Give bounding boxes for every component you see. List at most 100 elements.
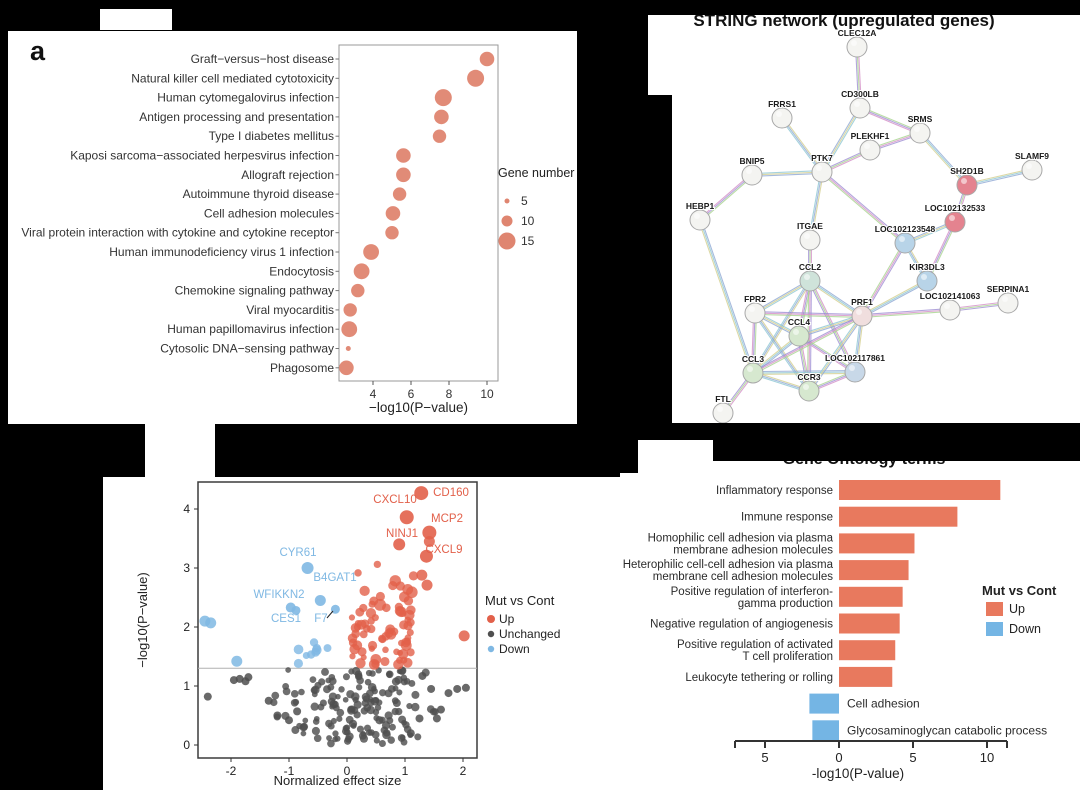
volcano-point [368, 600, 376, 608]
network-node-label: HEBP1 [686, 201, 715, 211]
volcano-point [418, 671, 427, 680]
volcano-point [427, 684, 436, 693]
network-edge [820, 172, 905, 245]
pathway-dot [434, 89, 452, 107]
network-node [849, 97, 871, 119]
network-node-highlight [804, 274, 810, 280]
network-edge [861, 242, 906, 317]
network-node-highlight [793, 329, 799, 335]
volcano-point [203, 692, 212, 701]
volcano-point [379, 689, 387, 697]
network-node [997, 292, 1019, 314]
plot-box [338, 44, 499, 382]
legend-entry-label: Down [499, 642, 530, 656]
volcano-point [311, 685, 320, 695]
volcano-point [406, 628, 414, 637]
network-edge [810, 279, 864, 316]
gene-label: CD160 [433, 487, 469, 499]
volcano-point [394, 602, 404, 612]
pathway-label: Autoimmune thyroid disease [183, 187, 335, 201]
network-node-label: PTK7 [811, 153, 833, 163]
y-tick-label: 3 [183, 561, 190, 575]
network-edge [753, 372, 856, 375]
volcano-point [400, 640, 412, 651]
volcano-point [371, 614, 379, 622]
network-node-highlight [694, 213, 700, 219]
volcano-point [384, 689, 393, 698]
pathway-dot [432, 129, 447, 143]
volcano-point [317, 703, 325, 711]
network-node [844, 361, 866, 383]
volcano-point [360, 619, 370, 628]
pathway-dot [385, 206, 401, 221]
volcano-point [429, 708, 438, 716]
volcano-point [453, 684, 462, 693]
volcano-point [399, 620, 409, 630]
volcano-point [336, 708, 345, 717]
volcano-point [343, 724, 351, 731]
volcano-point [389, 723, 396, 731]
network-edge [821, 107, 861, 173]
volcano-point [399, 591, 410, 603]
network-edge [782, 116, 824, 172]
volcano-point [391, 707, 399, 716]
network-edge [862, 281, 928, 318]
volcano-point [356, 725, 364, 733]
network-edge [699, 219, 754, 374]
network-node-highlight [914, 126, 920, 132]
network-node [909, 122, 931, 144]
volcano-point [349, 653, 356, 660]
volcano-point [264, 696, 273, 705]
network-node-highlight [816, 165, 822, 171]
volcano-point [375, 591, 385, 602]
network-node-label: ITGAE [797, 221, 823, 231]
x-tick-label: 2 [460, 764, 467, 778]
network-edge [861, 280, 928, 317]
network-edge [808, 315, 863, 392]
pathway-label: Human cytomegalovirus infection [157, 91, 334, 105]
volcano-point [432, 714, 441, 723]
network-node [712, 402, 734, 423]
volcano-plot-chart: 0 1 2 3 4 -2 -1 0 1 2 Normalized effect size −log10… [135, 481, 560, 788]
volcano-point [332, 730, 339, 737]
x-axis-title: Normalized effect size [274, 773, 402, 788]
network-node [771, 107, 793, 129]
volcano-point [361, 692, 371, 702]
legend-dot [487, 645, 495, 653]
network-node-highlight [949, 215, 955, 221]
x-tick-label: 1 [402, 764, 409, 778]
volcano-point [395, 581, 405, 591]
go-bar [839, 586, 903, 607]
volcano-point [349, 643, 360, 655]
gene-label: CES1 [271, 613, 301, 625]
volcano-point [396, 689, 403, 696]
volcano-point [391, 697, 399, 705]
network-node-label: PRF1 [851, 297, 873, 307]
pathway-dot [396, 167, 411, 183]
x-tick-label: 0 [344, 764, 351, 778]
network-edge [751, 170, 822, 175]
x-tick-label: -1 [284, 764, 295, 778]
volcano-point [205, 617, 217, 629]
network-node-highlight [921, 274, 927, 280]
pathway-dot [353, 263, 370, 280]
network-node-highlight [747, 366, 753, 372]
network-edge [861, 309, 951, 317]
pathway-label: Human papillomavirus infection [167, 322, 334, 336]
volcano-point [415, 714, 424, 723]
network-node-highlight [1026, 163, 1032, 169]
network-edge [926, 221, 956, 282]
volcano-point [373, 560, 381, 569]
network-edge [780, 118, 822, 174]
network-node-highlight [856, 309, 862, 315]
network-edge [822, 170, 907, 243]
volcano-point [408, 571, 419, 581]
go-bar-label: Leukocyte tethering or rolling [685, 672, 833, 684]
go-bar [839, 506, 958, 527]
network-edge [860, 106, 921, 133]
network-node-highlight [851, 40, 857, 46]
volcano-point [368, 645, 376, 652]
network-node-label: LOC102117861 [825, 353, 885, 363]
network-node-label: CLEC12A [838, 28, 877, 38]
network-node [742, 362, 764, 384]
